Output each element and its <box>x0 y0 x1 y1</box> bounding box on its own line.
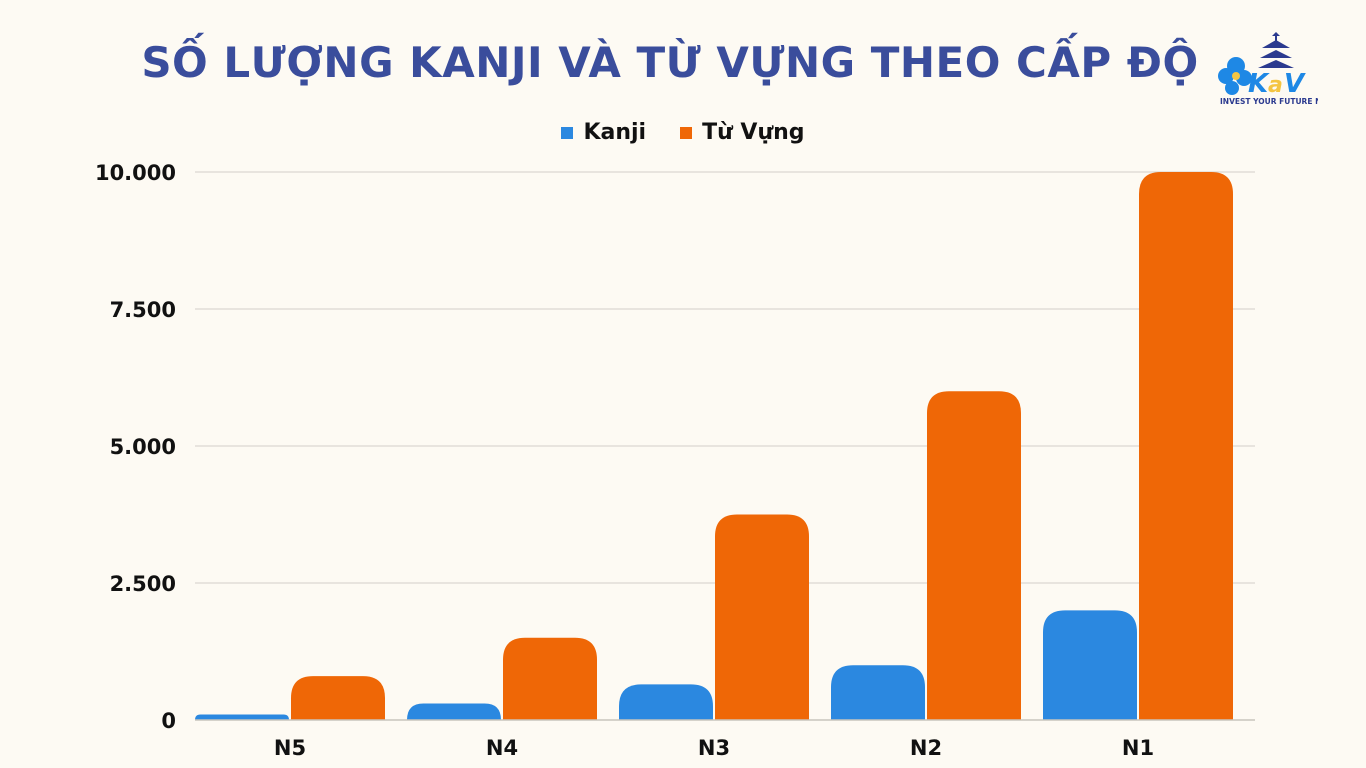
legend-item-tu-vung: Từ Vựng <box>680 120 805 145</box>
pagoda-logo-icon: K a V INVEST YOUR FUTURE NOW <box>1218 32 1337 106</box>
svg-text:K: K <box>1248 69 1270 99</box>
bar-tu-vung-n1 <box>1139 172 1233 720</box>
x-tick-label: N2 <box>910 736 942 760</box>
y-tick-label: 5.000 <box>110 435 176 459</box>
legend-swatch-tu-vung <box>680 126 693 139</box>
x-tick-label: N4 <box>486 736 518 760</box>
brand-logo: K a V INVEST YOUR FUTURE NOW <box>1214 30 1337 110</box>
bar-kanji-n1 <box>1043 610 1137 720</box>
chart-legend: Kanji Từ Vựng <box>0 120 1366 145</box>
x-tick-label: N1 <box>1122 736 1154 760</box>
y-tick-label: 7.500 <box>110 298 176 322</box>
y-tick-label: 2.500 <box>110 572 176 596</box>
y-tick-label: 10.000 <box>95 161 176 185</box>
bar-tu-vung-n5 <box>291 676 385 720</box>
chart-title: SỐ LƯỢNG KANJI VÀ TỪ VỰNG THEO CẤP ĐỘ <box>141 38 1199 87</box>
x-tick-label: N3 <box>698 736 730 760</box>
legend-label-kanji: Kanji <box>583 120 647 145</box>
bar-kanji-n2 <box>831 665 925 720</box>
bar-kanji-n3 <box>619 684 713 720</box>
svg-text:V: V <box>1284 69 1306 99</box>
y-tick-label: 0 <box>161 709 176 733</box>
x-tick-label: N5 <box>274 736 306 760</box>
bar-tu-vung-n3 <box>715 514 809 720</box>
legend-label-tu-vung: Từ Vựng <box>702 120 805 145</box>
bar-kanji-n5 <box>195 714 289 720</box>
svg-text:INVEST YOUR FUTURE NOW: INVEST YOUR FUTURE NOW <box>1220 97 1318 106</box>
legend-item-kanji: Kanji <box>561 120 646 145</box>
bar-tu-vung-n4 <box>503 637 597 720</box>
legend-swatch-kanji <box>561 126 574 139</box>
bar-kanji-n4 <box>407 703 501 720</box>
svg-text:a: a <box>1268 73 1283 98</box>
bar-tu-vung-n2 <box>927 391 1021 720</box>
